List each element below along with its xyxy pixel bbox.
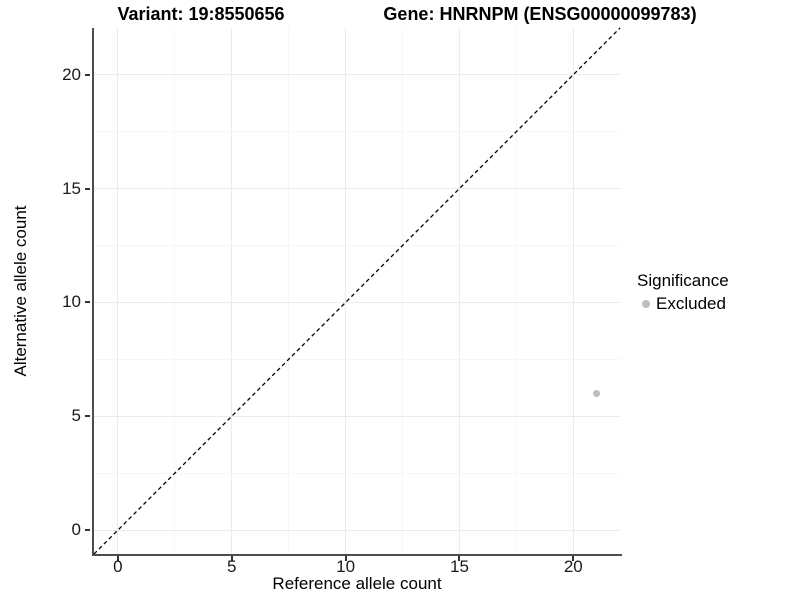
y-axis-tick bbox=[85, 301, 90, 304]
x-axis-tick bbox=[344, 556, 347, 561]
y-grid-major bbox=[94, 529, 620, 531]
x-grid-minor bbox=[174, 28, 176, 554]
x-grid-minor bbox=[515, 28, 517, 554]
legend-item-excluded: Excluded bbox=[637, 294, 729, 314]
plot-title-gene: Gene: HNRNPM (ENSG00000099783) bbox=[383, 4, 697, 24]
y-grid-minor bbox=[94, 131, 620, 133]
y-grid-minor bbox=[94, 358, 620, 360]
x-axis-title: Reference allele count bbox=[272, 574, 442, 593]
x-axis-tick bbox=[572, 556, 575, 561]
identity-dashed-line bbox=[93, 27, 621, 555]
legend: Significance Excluded bbox=[637, 271, 729, 314]
y-axis-tick-label: 10 bbox=[62, 292, 81, 312]
plot-panel bbox=[92, 28, 622, 556]
y-axis-title: Alternative allele count bbox=[11, 205, 30, 377]
x-grid-minor bbox=[402, 28, 404, 554]
y-axis-tick bbox=[85, 415, 90, 418]
y-axis-tick-label: 5 bbox=[71, 406, 81, 426]
x-axis-tick bbox=[116, 556, 119, 561]
x-axis-tick bbox=[230, 556, 233, 561]
x-grid-major bbox=[458, 28, 460, 554]
x-grid-minor bbox=[288, 28, 290, 554]
x-axis-tick bbox=[458, 556, 461, 561]
y-axis-tick bbox=[85, 187, 90, 190]
x-axis-tick-label: 10 bbox=[336, 557, 356, 576]
y-axis-tick bbox=[85, 529, 90, 532]
y-grid-major bbox=[94, 74, 620, 76]
y-axis-tick-label: 20 bbox=[62, 64, 81, 84]
x-axis-tick-label: 0 bbox=[113, 557, 123, 576]
plot-title-variant: Variant: 19:8550656 bbox=[117, 4, 285, 24]
y-axis-tick bbox=[85, 73, 90, 76]
y-axis-tick-label: 0 bbox=[71, 520, 81, 540]
x-axis-tick-label: 5 bbox=[227, 557, 237, 576]
x-grid-major bbox=[231, 28, 233, 554]
legend-title: Significance bbox=[637, 271, 729, 290]
y-grid-major bbox=[94, 415, 620, 417]
x-axis-tick-label: 20 bbox=[563, 557, 583, 576]
y-grid-major bbox=[94, 301, 620, 303]
x-grid-major bbox=[345, 28, 347, 554]
x-grid-major bbox=[117, 28, 119, 554]
x-grid-major bbox=[572, 28, 574, 554]
identity-line-layer bbox=[93, 27, 621, 555]
legend-point-swatch bbox=[642, 300, 650, 308]
y-grid-minor bbox=[94, 244, 620, 246]
y-grid-major bbox=[94, 188, 620, 190]
y-grid-minor bbox=[94, 472, 620, 474]
y-axis-tick-label: 15 bbox=[62, 178, 81, 198]
data-point bbox=[592, 389, 600, 397]
legend-item-label: Excluded bbox=[656, 294, 726, 313]
x-axis-tick-label: 15 bbox=[449, 557, 469, 576]
